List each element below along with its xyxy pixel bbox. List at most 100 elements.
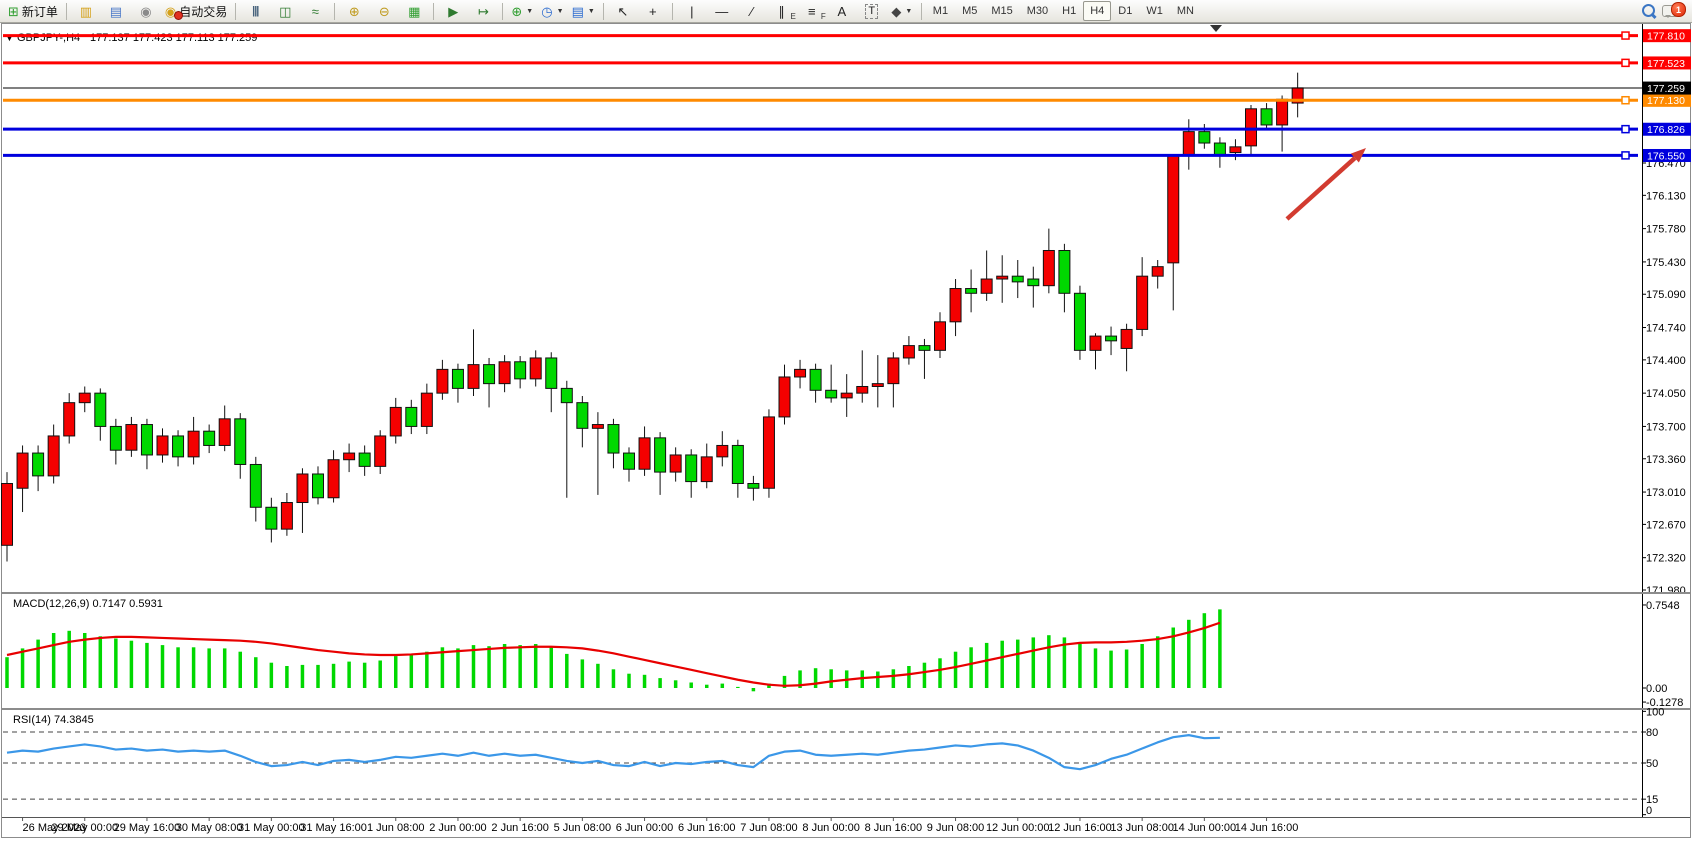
- timeframe-button-w1[interactable]: W1: [1146, 5, 1163, 17]
- time-axis-label: 14 Jun 16:00: [1235, 822, 1299, 834]
- line-chart-button[interactable]: ≈: [300, 0, 330, 22]
- candle-body: [1229, 146, 1242, 154]
- macd-histogram-bar: [549, 647, 553, 688]
- price-tag-label: 176.550: [1647, 150, 1685, 162]
- price-axis-label: 172.670: [1646, 519, 1686, 531]
- macd-histogram-bar: [751, 688, 756, 692]
- hline-anchor[interactable]: [1621, 151, 1630, 160]
- candle-body: [623, 452, 635, 470]
- horizontal-line-button[interactable]: —: [707, 0, 737, 22]
- price-tag-box: [1643, 81, 1691, 95]
- macd-histogram-bar: [285, 666, 289, 688]
- zoom-in-button[interactable]: ⊕: [339, 0, 369, 22]
- candle-body: [218, 418, 231, 446]
- text-icon: A: [837, 3, 847, 19]
- hline-anchor[interactable]: [1621, 124, 1630, 134]
- candle-body: [498, 361, 511, 385]
- timeframe-button-h4[interactable]: H4: [1083, 1, 1112, 21]
- timeframe-button-h1[interactable]: H1: [1062, 5, 1077, 17]
- candle-body: [856, 385, 869, 394]
- candle-body: [918, 345, 931, 351]
- candle-body: [296, 473, 309, 504]
- toolbar-separator: [334, 2, 336, 20]
- text-button[interactable]: A: [827, 0, 857, 22]
- fibonacci-button[interactable]: ≡ F: [797, 0, 827, 22]
- price-axis-label: 175.780: [1646, 224, 1686, 236]
- timeframe-button-m1[interactable]: M1: [932, 5, 949, 17]
- candle-body: [187, 430, 200, 458]
- search-button[interactable]: [1638, 1, 1660, 21]
- arrows-button[interactable]: ◆ ▼: [887, 0, 917, 22]
- time-axis-label: 2 Jun 00:00: [429, 822, 487, 834]
- auto-scroll-button[interactable]: ▶: [438, 0, 468, 22]
- candlestick-button[interactable]: ◫: [270, 0, 300, 22]
- macd-histogram-bar: [1218, 609, 1222, 688]
- auto-trading-button[interactable]: ◉ 自动交易: [161, 0, 231, 22]
- dropdown-caret-icon: ▼: [526, 7, 534, 15]
- price-axis-label: 174.050: [1646, 388, 1686, 400]
- tile-windows-button[interactable]: ▦: [399, 0, 429, 22]
- chart-shift-marker[interactable]: [1210, 25, 1222, 32]
- bar-chart-button[interactable]: |||: [240, 0, 270, 22]
- candle-body: [249, 463, 262, 508]
- equidistant-channel-button[interactable]: ∥ E: [767, 0, 797, 22]
- timeframe-button-m30[interactable]: M30: [1026, 5, 1049, 17]
- new-order-button-label: 新订单: [21, 4, 58, 19]
- candle-body: [1151, 266, 1164, 277]
- hline-anchor[interactable]: [1621, 95, 1630, 105]
- periods-button[interactable]: ◷ ▼: [537, 0, 567, 22]
- arrow-annotation[interactable]: [1285, 156, 1357, 221]
- zoom-out-button[interactable]: ⊖: [369, 0, 399, 22]
- timeframe-button-mn[interactable]: MN: [1176, 5, 1194, 17]
- crosshair-button[interactable]: +: [638, 0, 668, 22]
- macd-histogram-bar: [378, 660, 382, 688]
- candle-body: [607, 424, 620, 454]
- macd-histogram-bar: [362, 662, 367, 688]
- price-tag-label: 177.810: [1647, 31, 1685, 43]
- macd-histogram-bar: [891, 669, 896, 688]
- time-axis-label: 13 Jun 08:00: [1110, 822, 1174, 834]
- clock-icon: ◷: [541, 3, 553, 19]
- candle-body: [1182, 131, 1195, 156]
- candle-body: [1245, 108, 1257, 147]
- hline-anchor[interactable]: [1621, 58, 1630, 68]
- hline-anchor[interactable]: [1621, 31, 1630, 40]
- notification-badge: 1: [1671, 2, 1686, 17]
- trendline-button[interactable]: ∕: [737, 0, 767, 22]
- market-watch-button[interactable]: ▥: [71, 0, 101, 22]
- templates-button[interactable]: ▤ ▼: [568, 0, 599, 22]
- macd-histogram-bar: [254, 657, 258, 688]
- candle-body: [762, 416, 775, 489]
- vertical-line-button[interactable]: |: [677, 0, 707, 22]
- cursor-button[interactable]: ↖: [608, 0, 638, 22]
- candle-body: [327, 459, 340, 499]
- auto-trading-icon: ◉: [164, 3, 177, 19]
- macd-histogram-bar: [518, 645, 522, 688]
- candle-body: [794, 368, 807, 378]
- time-axis-label: 29 May 16:00: [114, 822, 181, 834]
- signal-button[interactable]: ◉: [131, 0, 161, 22]
- macd-histogram-bar: [1202, 613, 1207, 688]
- chart-shift-button[interactable]: ↦: [468, 0, 498, 22]
- collapse-arrow-icon[interactable]: ▼: [5, 33, 14, 43]
- time-axis-label: 29 May 00:00: [51, 822, 118, 834]
- macd-histogram-bar: [145, 642, 149, 688]
- new-order-button[interactable]: ⊞ 新订单: [4, 0, 62, 22]
- text-label-button[interactable]: T: [857, 0, 887, 22]
- chat-button[interactable]: 1: [1660, 1, 1686, 21]
- candle-body: [156, 435, 169, 456]
- macd-histogram-bar: [782, 675, 787, 688]
- arrow-annotation-head[interactable]: [1350, 148, 1366, 163]
- candle-body: [1167, 154, 1180, 264]
- candle-body: [1198, 131, 1211, 144]
- macd-histogram-bar: [720, 683, 725, 688]
- indicators-button[interactable]: ⊕ ▼: [507, 0, 537, 22]
- navigator-button[interactable]: ▤: [101, 0, 131, 22]
- timeframe-button-d1[interactable]: D1: [1118, 5, 1133, 17]
- timeframe-button-m5[interactable]: M5: [962, 5, 978, 17]
- timeframe-button-m15[interactable]: M15: [991, 5, 1013, 17]
- macd-histogram-bar: [36, 639, 40, 688]
- macd-histogram-bar: [238, 651, 242, 688]
- chart-window: ▼ GBPJPY-,H4 177.137 177.423 177.113 177.2…: [0, 23, 1692, 839]
